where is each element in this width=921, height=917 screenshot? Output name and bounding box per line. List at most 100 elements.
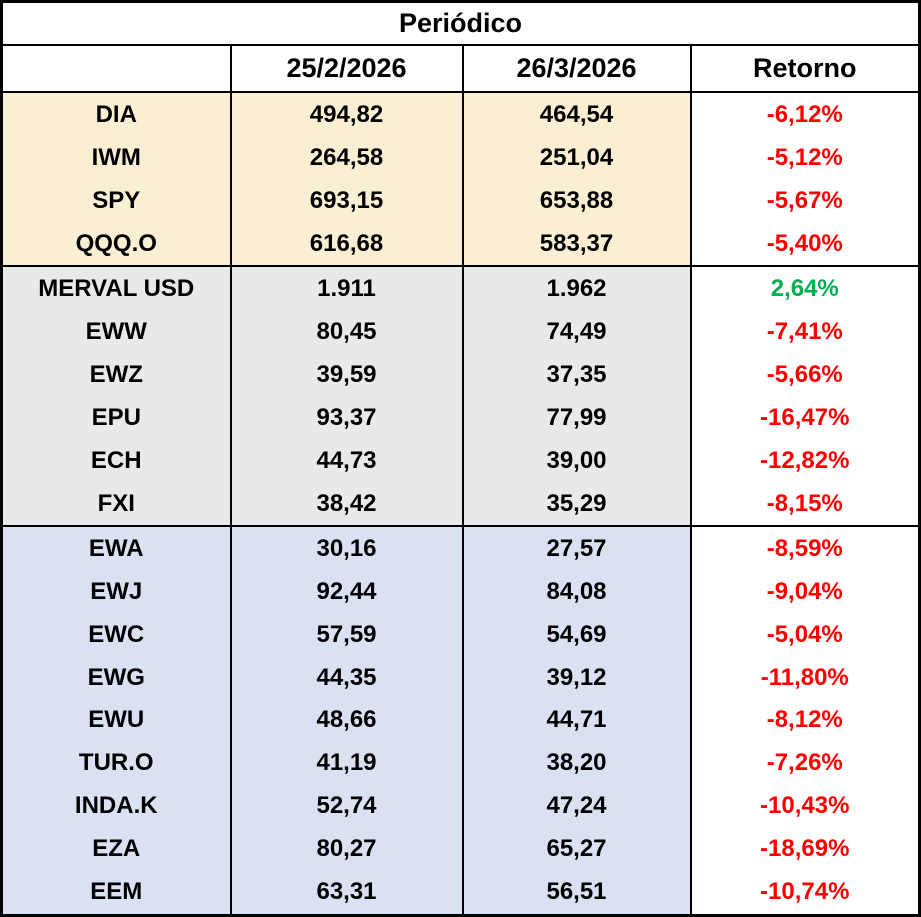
- price-start-cell: 48,66: [229, 699, 463, 742]
- table-row-ewa: EWA 30,16 27,57 -8,59%: [1, 525, 920, 571]
- table-row-eem: EEM 63,31 56,51 -10,74%: [1, 870, 920, 916]
- return-cell: -7,26%: [689, 741, 920, 785]
- price-start-cell: 39,59: [229, 353, 463, 397]
- return-cell: -5,40%: [689, 221, 920, 267]
- return-cell: -5,67%: [689, 179, 920, 222]
- return-cell: -5,12%: [689, 136, 920, 180]
- price-end-cell: 44,71: [461, 699, 691, 742]
- price-end-cell: 464,54: [461, 90, 691, 137]
- title-row: Periódico: [2, 2, 920, 46]
- price-end-cell: 47,24: [461, 784, 691, 828]
- price-start-cell: 30,16: [229, 525, 463, 571]
- ticker-cell: QQQ.O: [1, 221, 231, 267]
- price-start-cell: 616,68: [229, 221, 463, 267]
- price-end-cell: 1.962: [461, 265, 691, 311]
- price-end-cell: 65,27: [461, 827, 691, 871]
- price-start-cell: 52,74: [229, 784, 463, 828]
- price-end-cell: 54,69: [461, 613, 691, 657]
- return-cell: -6,12%: [689, 90, 920, 137]
- table-row-ewj: EWJ 92,44 84,08 -9,04%: [1, 570, 920, 614]
- return-cell: 2,64%: [689, 265, 920, 311]
- price-end-cell: 84,08: [461, 570, 691, 614]
- return-cell: -7,41%: [689, 310, 920, 354]
- price-start-cell: 92,44: [229, 570, 463, 614]
- price-end-cell: 35,29: [461, 481, 691, 527]
- price-start-cell: 80,27: [229, 827, 463, 871]
- table-row-inda: INDA.K 52,74 47,24 -10,43%: [1, 784, 920, 828]
- price-start-cell: 1.911: [229, 265, 463, 311]
- ticker-cell: EPU: [1, 396, 231, 440]
- ticker-cell: INDA.K: [1, 784, 231, 828]
- table-row-epu: EPU 93,37 77,99 -16,47%: [1, 396, 920, 440]
- price-start-cell: 93,37: [229, 396, 463, 440]
- ticker-cell: EWZ: [1, 353, 231, 397]
- table-row-ewc: EWC 57,59 54,69 -5,04%: [1, 613, 920, 657]
- price-start-cell: 57,59: [229, 613, 463, 657]
- table-row-iwm: IWM 264,58 251,04 -5,12%: [1, 136, 920, 180]
- price-start-cell: 80,45: [229, 310, 463, 354]
- table-row-fxi: FXI 38,42 35,29 -8,15%: [1, 481, 920, 527]
- ticker-cell: EWW: [1, 310, 231, 354]
- header-row: 25/2/2026 26/3/2026 Retorno: [1, 44, 920, 93]
- price-start-cell: 63,31: [229, 870, 463, 916]
- return-cell: -8,12%: [689, 699, 920, 742]
- ticker-cell: IWM: [1, 136, 231, 180]
- header-empty-cell: [1, 44, 231, 93]
- price-end-cell: 27,57: [461, 525, 691, 571]
- price-start-cell: 41,19: [229, 741, 463, 785]
- ticker-cell: ECH: [1, 439, 231, 482]
- return-cell: -11,80%: [689, 656, 920, 700]
- ticker-cell: EWG: [1, 656, 231, 700]
- price-end-cell: 583,37: [461, 221, 691, 267]
- return-cell: -9,04%: [689, 570, 920, 614]
- return-cell: -12,82%: [689, 439, 920, 482]
- ticker-cell: FXI: [1, 481, 231, 527]
- price-start-cell: 264,58: [229, 136, 463, 180]
- table-row-dia: DIA 494,82 464,54 -6,12%: [1, 90, 920, 137]
- price-end-cell: 77,99: [461, 396, 691, 440]
- table-row-eza: EZA 80,27 65,27 -18,69%: [1, 827, 920, 871]
- price-start-cell: 44,35: [229, 656, 463, 700]
- price-end-cell: 653,88: [461, 179, 691, 222]
- header-retorno: Retorno: [689, 44, 920, 93]
- table-row-eww: EWW 80,45 74,49 -7,41%: [1, 310, 920, 354]
- ticker-cell: MERVAL USD: [1, 265, 231, 311]
- price-end-cell: 56,51: [461, 870, 691, 916]
- price-start-cell: 494,82: [229, 90, 463, 137]
- price-end-cell: 38,20: [461, 741, 691, 785]
- table-row-tur: TUR.O 41,19 38,20 -7,26%: [1, 741, 920, 785]
- price-start-cell: 38,42: [229, 481, 463, 527]
- header-date1: 25/2/2026: [229, 44, 463, 93]
- table-row-ewu: EWU 48,66 44,71 -8,12%: [1, 699, 920, 742]
- price-start-cell: 44,73: [229, 439, 463, 482]
- price-end-cell: 39,12: [461, 656, 691, 700]
- price-end-cell: 39,00: [461, 439, 691, 482]
- return-cell: -18,69%: [689, 827, 920, 871]
- ticker-cell: DIA: [1, 90, 231, 137]
- price-end-cell: 251,04: [461, 136, 691, 180]
- page-title: Periódico: [398, 8, 523, 38]
- table-row-ech: ECH 44,73 39,00 -12,82%: [1, 439, 920, 482]
- return-cell: -10,74%: [689, 870, 920, 916]
- ticker-cell: TUR.O: [1, 741, 231, 785]
- return-cell: -10,43%: [689, 784, 920, 828]
- ticker-cell: SPY: [1, 179, 231, 222]
- return-cell: -16,47%: [689, 396, 920, 440]
- price-end-cell: 74,49: [461, 310, 691, 354]
- table-row-merval-usd: MERVAL USD 1.911 1.962 2,64%: [1, 265, 920, 311]
- table-row-qqq: QQQ.O 616,68 583,37 -5,40%: [1, 221, 920, 267]
- return-cell: -5,66%: [689, 353, 920, 397]
- return-cell: -8,15%: [689, 481, 920, 527]
- ticker-cell: EZA: [1, 827, 231, 871]
- ticker-cell: EWC: [1, 613, 231, 657]
- price-end-cell: 37,35: [461, 353, 691, 397]
- table-row-ewz: EWZ 39,59 37,35 -5,66%: [1, 353, 920, 397]
- ticker-cell: EWJ: [1, 570, 231, 614]
- ticker-cell: EEM: [1, 870, 231, 916]
- ticker-cell: EWA: [1, 525, 231, 571]
- header-date2: 26/3/2026: [461, 44, 691, 93]
- table-row-ewg: EWG 44,35 39,12 -11,80%: [1, 656, 920, 700]
- ticker-cell: EWU: [1, 699, 231, 742]
